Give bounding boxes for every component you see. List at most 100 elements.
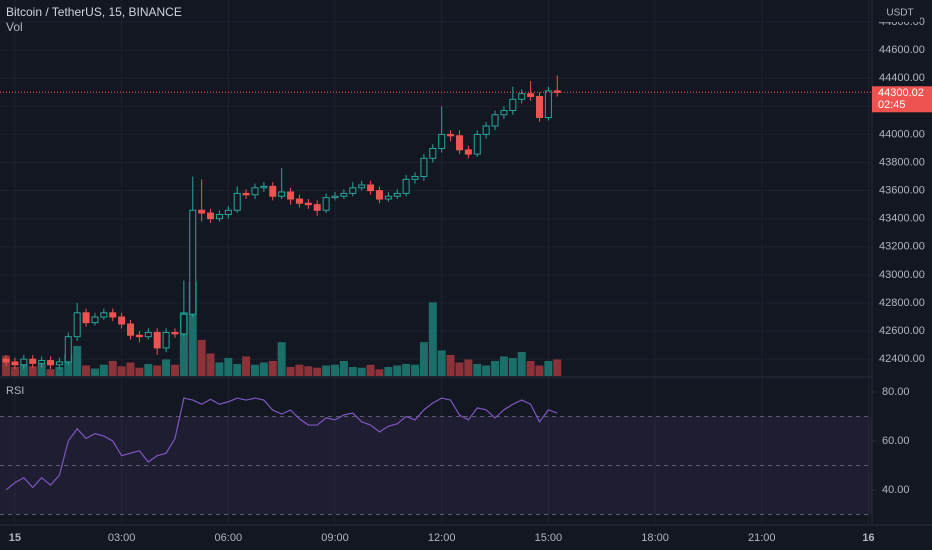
candle-body bbox=[375, 190, 383, 200]
volume-bar bbox=[517, 351, 526, 376]
candle-body bbox=[215, 213, 223, 220]
candle-body bbox=[455, 135, 463, 151]
candle-body bbox=[358, 184, 366, 189]
candle-body bbox=[135, 334, 143, 338]
volume-bar bbox=[544, 360, 553, 376]
candle-body bbox=[55, 361, 63, 366]
candle-body bbox=[287, 191, 295, 200]
volume-bar bbox=[117, 366, 126, 376]
last-price-label: 44300.02 bbox=[878, 87, 924, 99]
volume-bar bbox=[419, 342, 428, 376]
candle-body bbox=[64, 336, 72, 363]
candle-body bbox=[73, 312, 81, 338]
volume-bar bbox=[331, 364, 340, 376]
volume-bar bbox=[384, 366, 393, 376]
volume-bar bbox=[259, 362, 268, 376]
countdown-label: 02:45 bbox=[878, 99, 906, 111]
volume-bar bbox=[508, 357, 517, 376]
candle-body bbox=[224, 209, 232, 215]
volume-bar bbox=[491, 360, 500, 376]
volume-bar bbox=[153, 365, 162, 376]
candle-body bbox=[473, 133, 481, 155]
candle-body bbox=[29, 358, 37, 364]
volume-bar bbox=[304, 366, 313, 376]
candle-body bbox=[322, 197, 330, 211]
labels: 15 03:00 06:00 09:00 12:00 15:00 18:00 21:00 16 4… bbox=[9, 16, 932, 544]
candle-body bbox=[11, 361, 19, 366]
volume-bar bbox=[242, 356, 251, 376]
volume-bar bbox=[179, 312, 188, 376]
x-tick-label: 15:00 bbox=[535, 532, 563, 544]
candle-body bbox=[553, 90, 561, 93]
volume-bar bbox=[535, 365, 544, 376]
volume-bar bbox=[446, 354, 455, 376]
y-tick-label: 44600.00 bbox=[879, 44, 925, 56]
x-tick-label: 18:00 bbox=[641, 532, 669, 544]
y-tick-label: 42400.00 bbox=[879, 353, 925, 365]
candle-body bbox=[367, 184, 375, 192]
volume-bar bbox=[144, 363, 153, 376]
volume-bar bbox=[108, 360, 117, 376]
volume-bar bbox=[402, 363, 411, 376]
volume-bar bbox=[526, 360, 535, 376]
volume-bar bbox=[295, 364, 304, 376]
candle-body bbox=[304, 202, 312, 206]
candle-body bbox=[91, 316, 99, 324]
marks bbox=[0, 75, 872, 491]
candle-body bbox=[313, 204, 321, 211]
candle-body bbox=[384, 195, 392, 200]
y-tick-label: 43200.00 bbox=[879, 241, 925, 253]
volume-bar bbox=[82, 365, 91, 376]
candle-body bbox=[340, 192, 348, 197]
candle-body bbox=[491, 114, 499, 127]
candle-body bbox=[38, 360, 46, 364]
candle-body bbox=[233, 192, 241, 211]
y-tick-label: 43600.00 bbox=[879, 185, 925, 197]
volume-bar bbox=[286, 366, 295, 376]
candle-body bbox=[260, 185, 268, 189]
candle-body bbox=[464, 149, 472, 155]
volume-bar bbox=[162, 359, 171, 376]
volume-bar bbox=[322, 365, 331, 376]
volume-bar bbox=[348, 366, 357, 376]
candle-body bbox=[171, 331, 179, 335]
volume-bar bbox=[233, 363, 242, 376]
rsi-tick-label: 80.00 bbox=[882, 386, 910, 398]
rsi-label: RSI bbox=[6, 385, 24, 397]
x-tick-label: 12:00 bbox=[428, 532, 456, 544]
volume-bar bbox=[19, 364, 28, 376]
y-tick-label: 42800.00 bbox=[879, 297, 925, 309]
candle-body bbox=[153, 331, 161, 349]
candle-body bbox=[189, 209, 197, 315]
candle-body bbox=[251, 187, 259, 196]
rsi-tick-label: 40.00 bbox=[882, 484, 910, 496]
y-tick-label: 42600.00 bbox=[879, 325, 925, 337]
rsi-line bbox=[5, 397, 558, 491]
volume-bar bbox=[411, 364, 420, 376]
candle-body bbox=[447, 133, 455, 137]
volume-bar bbox=[455, 362, 464, 376]
volume-bar bbox=[428, 302, 437, 376]
volume-bar bbox=[224, 357, 233, 376]
volume-bar bbox=[313, 367, 322, 376]
volume-bar bbox=[135, 367, 144, 376]
candle-body bbox=[331, 195, 339, 199]
volume-bar bbox=[99, 364, 108, 376]
volume-bar bbox=[73, 345, 82, 376]
volume-bar bbox=[64, 354, 73, 376]
candle-body bbox=[180, 313, 188, 335]
candle-body bbox=[46, 360, 54, 366]
y-tick-label: 43000.00 bbox=[879, 269, 925, 281]
chart-title: Bitcoin / TetherUS, 15, BINANCE bbox=[6, 5, 182, 19]
volume-bar bbox=[473, 363, 482, 376]
volume-bar bbox=[206, 353, 215, 376]
candle-body bbox=[518, 93, 526, 100]
candle-body bbox=[482, 125, 490, 135]
candle-body bbox=[393, 192, 401, 197]
volume-bar bbox=[366, 364, 375, 376]
candle-body bbox=[402, 178, 410, 194]
volume-bar bbox=[28, 366, 37, 376]
volume-bar bbox=[37, 363, 46, 376]
volume-bar bbox=[357, 367, 366, 376]
